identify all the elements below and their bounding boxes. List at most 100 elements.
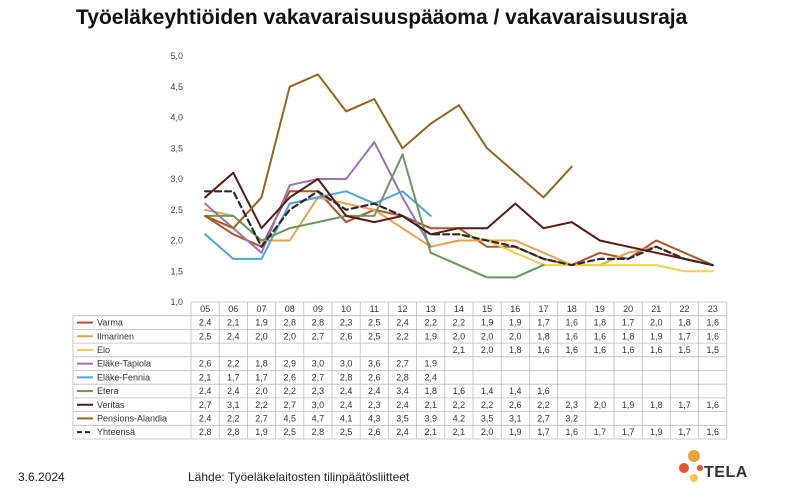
data-label: 2,0 — [650, 318, 663, 328]
data-label: 1,9 — [509, 427, 522, 437]
x-tick-label: 20 — [623, 304, 633, 314]
data-label: 2,0 — [255, 386, 268, 396]
data-label: 1,6 — [565, 318, 578, 328]
legend-label-1: Ilmarinen — [97, 331, 134, 341]
data-label: 1,8 — [678, 318, 691, 328]
legend-label-0: Varma — [97, 318, 123, 328]
y-tick-label: 1,5 — [170, 266, 183, 276]
data-label: 3,0 — [312, 359, 325, 369]
data-label: 3,0 — [312, 400, 325, 410]
data-label: 2,5 — [283, 427, 296, 437]
data-label: 2,3 — [565, 400, 578, 410]
data-label: 2,6 — [368, 372, 381, 382]
data-label: 2,1 — [227, 318, 240, 328]
y-tick-label: 5,0 — [170, 51, 183, 61]
data-label: 2,6 — [340, 331, 353, 341]
data-label: 1,7 — [537, 318, 550, 328]
data-label: 2,4 — [396, 400, 409, 410]
data-label: 4,1 — [340, 413, 353, 423]
x-tick-label: 22 — [679, 304, 689, 314]
data-label: 2,4 — [199, 386, 212, 396]
x-tick-label: 18 — [567, 304, 577, 314]
data-label: 1,6 — [706, 318, 719, 328]
data-label: 2,7 — [537, 413, 550, 423]
data-label: 1,7 — [678, 427, 691, 437]
data-label: 2,7 — [312, 372, 325, 382]
data-label: 2,4 — [424, 372, 437, 382]
data-label: 2,1 — [453, 427, 466, 437]
data-label: 2,0 — [255, 331, 268, 341]
data-label: 2,7 — [312, 331, 325, 341]
data-label: 3,5 — [481, 413, 494, 423]
legend-label-3: Eläke-Tapiola — [97, 359, 151, 369]
y-tick-label: 3,5 — [170, 143, 183, 153]
data-label: 3,9 — [424, 413, 437, 423]
data-label: 1,9 — [481, 318, 494, 328]
data-label: 2,8 — [227, 427, 240, 437]
x-tick-label: 06 — [228, 304, 238, 314]
data-label: 2,8 — [340, 372, 353, 382]
legend-label-2: Elo — [97, 345, 110, 355]
data-label: 2,0 — [509, 331, 522, 341]
series-line-7 — [204, 73, 573, 230]
data-label: 1,6 — [706, 331, 719, 341]
data-label: 1,8 — [255, 359, 268, 369]
data-label: 1,7 — [227, 372, 240, 382]
tela-logo-icon — [679, 450, 703, 482]
series-line-8 — [204, 190, 714, 267]
x-tick-label: 09 — [313, 304, 323, 314]
data-label: 2,6 — [368, 427, 381, 437]
x-tick-label: 08 — [285, 304, 295, 314]
data-label: 2,4 — [368, 386, 381, 396]
footer-date: 3.6.2024 — [18, 470, 65, 484]
data-label: 2,0 — [594, 400, 607, 410]
x-tick-label: 19 — [595, 304, 605, 314]
data-label: 2,8 — [312, 318, 325, 328]
legend-label-8: Yhteensä — [97, 427, 135, 437]
data-label: 1,7 — [255, 372, 268, 382]
x-tick-label: 07 — [256, 304, 266, 314]
data-label: 2,5 — [368, 331, 381, 341]
data-label: 2,4 — [199, 318, 212, 328]
data-label: 2,7 — [283, 400, 296, 410]
x-tick-label: 12 — [397, 304, 407, 314]
data-label: 2,6 — [283, 372, 296, 382]
data-label: 1,7 — [622, 318, 635, 328]
y-tick-label: 2,0 — [170, 236, 183, 246]
data-label: 3,1 — [509, 413, 522, 423]
series-line-4 — [204, 190, 432, 260]
y-tick-label: 3,0 — [170, 174, 183, 184]
series-line-5 — [204, 153, 545, 279]
data-label: 1,6 — [537, 386, 550, 396]
data-label: 2,8 — [396, 372, 409, 382]
data-label: 2,4 — [396, 427, 409, 437]
data-label: 1,4 — [509, 386, 522, 396]
data-label: 2,9 — [283, 359, 296, 369]
data-label: 2,1 — [424, 400, 437, 410]
data-label: 2,5 — [199, 331, 212, 341]
data-label: 4,3 — [368, 413, 381, 423]
data-label: 1,9 — [255, 318, 268, 328]
data-label: 2,2 — [453, 400, 466, 410]
data-label: 2,7 — [199, 400, 212, 410]
data-label: 1,6 — [650, 345, 663, 355]
series-line-2 — [457, 233, 714, 273]
data-label: 2,6 — [509, 400, 522, 410]
data-label: 2,7 — [255, 413, 268, 423]
data-label: 3,2 — [565, 413, 578, 423]
data-label: 1,6 — [594, 345, 607, 355]
data-label: 1,8 — [650, 400, 663, 410]
data-label: 2,1 — [424, 427, 437, 437]
y-tick-label: 2,5 — [170, 205, 183, 215]
data-label: 2,2 — [481, 400, 494, 410]
x-tick-label: 15 — [482, 304, 492, 314]
data-label: 4,2 — [453, 413, 466, 423]
legend-label-5: Etera — [97, 386, 119, 396]
data-label: 2,4 — [340, 400, 353, 410]
data-label: 2,2 — [227, 359, 240, 369]
data-label: 1,6 — [594, 331, 607, 341]
data-label: 2,4 — [396, 318, 409, 328]
data-label: 1,7 — [537, 427, 550, 437]
data-label: 1,4 — [481, 386, 494, 396]
